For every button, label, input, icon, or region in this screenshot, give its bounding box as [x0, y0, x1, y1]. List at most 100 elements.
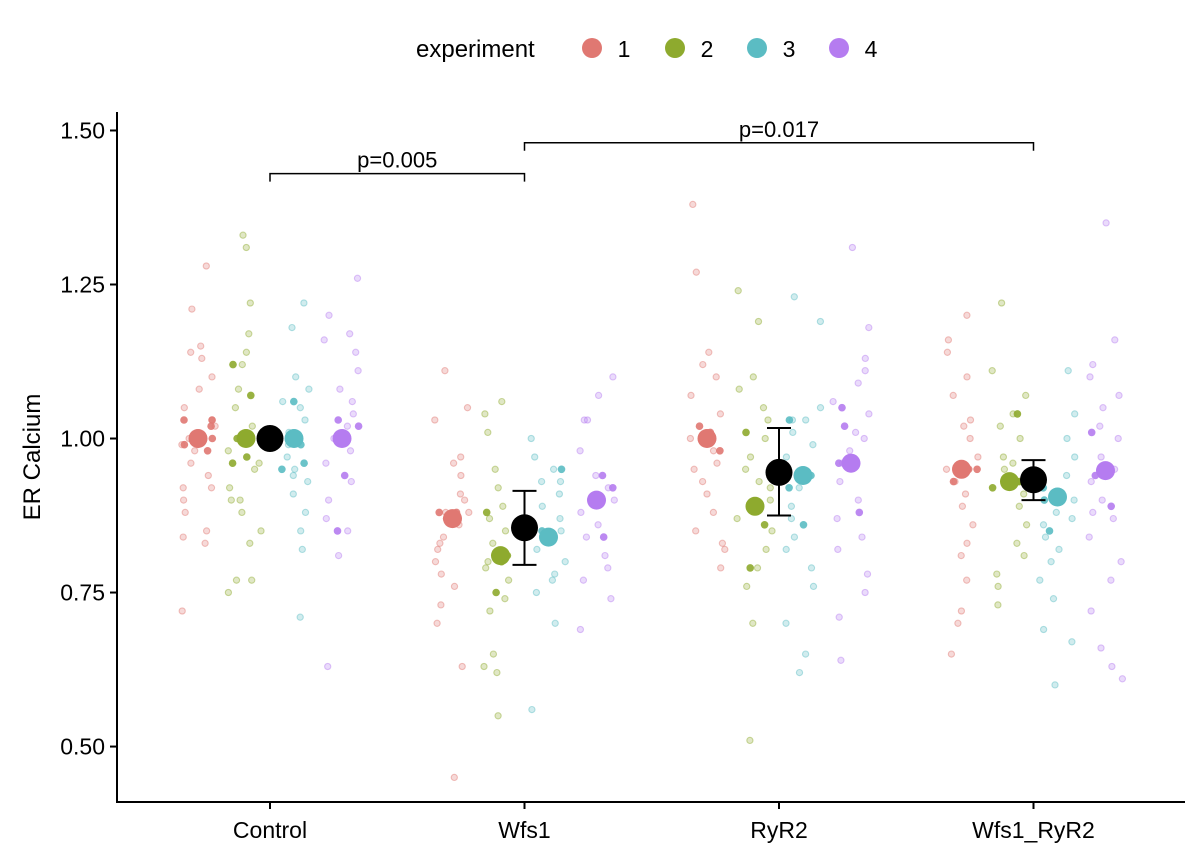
data-point [863, 570, 872, 578]
data-point [954, 619, 962, 627]
data-point [829, 397, 837, 406]
data-point [343, 422, 352, 430]
data-point [746, 736, 754, 745]
data-point [354, 422, 363, 431]
data-point [484, 428, 492, 437]
data-point [296, 613, 304, 621]
data-point [499, 502, 507, 510]
data-point [947, 650, 956, 658]
data-point [1013, 410, 1022, 418]
data-point [234, 385, 243, 393]
y-tick-label: 1.50 [60, 117, 105, 143]
data-point [860, 434, 868, 443]
data-point [816, 404, 825, 412]
data-point [344, 527, 352, 535]
data-point [201, 539, 209, 547]
data-point [753, 564, 762, 572]
data-point [433, 619, 441, 627]
data-point [236, 496, 244, 504]
legend-key [829, 38, 849, 58]
data-point [231, 404, 240, 412]
legend: experiment 1 2 3 4 [416, 36, 878, 63]
data-point [481, 410, 489, 418]
data-point [457, 471, 465, 480]
data-point [988, 484, 997, 492]
data-point [861, 367, 869, 375]
data-point [960, 422, 968, 430]
legend-label: 3 [783, 36, 796, 62]
data-point [1099, 404, 1107, 412]
data-point [1098, 496, 1106, 504]
data-point [865, 410, 873, 418]
data-point [191, 447, 199, 455]
data-point [851, 428, 860, 437]
data-point [180, 416, 188, 424]
data-point [1117, 558, 1125, 566]
data-point [435, 508, 444, 517]
data-point [460, 496, 469, 504]
data-point [1102, 219, 1110, 227]
data-point [227, 496, 235, 504]
data-point [963, 539, 971, 547]
data-point [1055, 545, 1063, 554]
data-point [348, 397, 356, 406]
data-point [1097, 644, 1105, 652]
x-tick-label: Wfs1_RyR2 [972, 817, 1095, 843]
experiment-mean-point [1000, 472, 1019, 492]
data-point [834, 545, 842, 554]
data-point [229, 360, 237, 369]
data-point [224, 447, 232, 455]
data-point [759, 404, 768, 412]
data-point [232, 576, 241, 584]
data-point [239, 231, 247, 239]
data-point [179, 496, 188, 504]
data-point [180, 440, 189, 449]
experiment-mean-point [587, 490, 606, 510]
overall-mean-point [765, 458, 793, 486]
data-point [1068, 514, 1076, 523]
data-point [944, 336, 953, 344]
x-tick-label: Control [233, 817, 307, 843]
data-point [768, 527, 776, 535]
data-point [717, 564, 725, 572]
data-point [1051, 681, 1059, 689]
data-point [334, 416, 343, 424]
data-point [761, 434, 769, 443]
data-point [1063, 434, 1071, 443]
data-point [208, 416, 216, 424]
data-point [594, 521, 602, 529]
legend-title: experiment [416, 36, 535, 63]
experiment-means [188, 429, 1115, 566]
data-point [957, 551, 965, 560]
data-point [699, 360, 707, 369]
data-point [713, 459, 721, 467]
overall-mean-point [256, 425, 284, 452]
data-point [854, 379, 862, 387]
data-point [760, 521, 769, 529]
data-point [347, 477, 355, 486]
data-point [1070, 496, 1078, 504]
data-point [949, 477, 958, 486]
data-point [833, 514, 841, 523]
data-point [785, 484, 793, 492]
data-point [807, 564, 816, 572]
data-point [300, 459, 308, 468]
data-point [580, 416, 588, 424]
data-point [1109, 514, 1117, 523]
data-point [754, 317, 763, 326]
data-point [1009, 459, 1017, 467]
data-point [1096, 422, 1104, 430]
data-point [598, 471, 607, 480]
data-point [551, 619, 559, 627]
data-point [687, 391, 695, 400]
data-point [733, 514, 741, 523]
data-point [695, 422, 704, 431]
data-point [1086, 373, 1094, 381]
data-point [741, 465, 750, 473]
data-point [257, 527, 265, 535]
data-point [785, 416, 794, 424]
data-point [493, 668, 501, 677]
data-point [456, 490, 465, 498]
data-point [250, 465, 259, 473]
